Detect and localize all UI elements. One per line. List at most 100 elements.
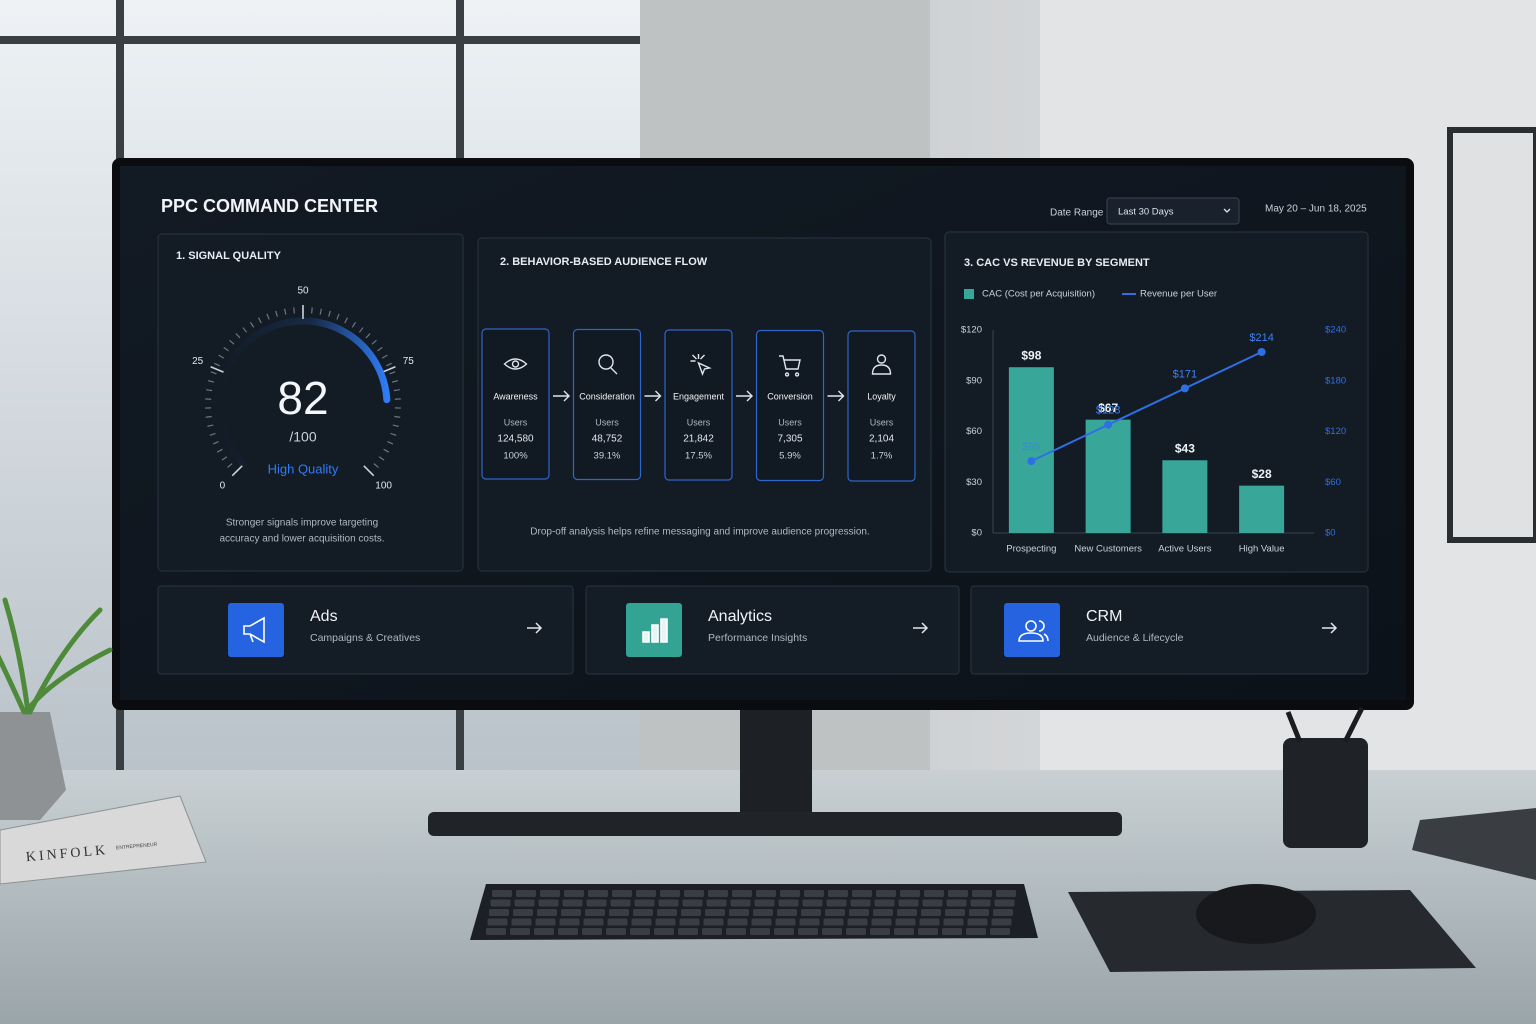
key — [874, 899, 895, 907]
bar — [1008, 367, 1054, 533]
date-range-value[interactable]: Last 30 Days — [1118, 207, 1174, 218]
key — [558, 928, 578, 935]
key — [802, 899, 823, 907]
gauge-minor-tick — [378, 456, 385, 461]
key — [729, 909, 749, 916]
panel-title: 3. CAC VS REVENUE BY SEGMENT — [964, 257, 1150, 269]
key — [943, 918, 964, 926]
key — [871, 918, 892, 926]
nav-subtitle: Performance Insights — [708, 632, 807, 644]
stage-label: Users — [595, 417, 619, 427]
gauge-minor-tick — [387, 440, 394, 445]
mouse — [1196, 884, 1316, 944]
gauge-minor-tick — [275, 310, 278, 317]
gauge-minor-tick — [390, 432, 397, 436]
gauge-minor-tick — [311, 307, 313, 314]
bar-value-label: $67 — [1098, 401, 1118, 415]
key — [966, 928, 986, 935]
gauge-tick-label: 100 — [375, 480, 392, 491]
key — [607, 918, 628, 926]
flow-icon — [598, 354, 618, 375]
stage-share: 17.5% — [685, 451, 712, 462]
monitor-base — [428, 812, 1122, 836]
nav-arrow — [913, 622, 929, 634]
key — [774, 928, 794, 935]
date-range-dates: May 20 – Jun 18, 2025 — [1265, 204, 1367, 215]
key — [564, 890, 584, 897]
gauge-minor-tick — [207, 380, 215, 383]
panel-title: 1. SIGNAL QUALITY — [176, 250, 282, 262]
keyboard-keys — [486, 890, 1016, 935]
key — [921, 909, 941, 916]
flow-stage — [572, 328, 642, 481]
key — [898, 899, 919, 907]
key — [684, 890, 704, 897]
signal-note: accuracy and lower acquisition costs. — [219, 534, 384, 545]
key — [706, 899, 727, 907]
key — [823, 918, 844, 926]
stage-users: 2,104 — [869, 434, 894, 445]
stage-name: Awareness — [493, 391, 538, 401]
key — [753, 909, 773, 916]
monitor-neck — [740, 700, 812, 812]
key — [730, 899, 751, 907]
key — [630, 928, 650, 935]
flow-stage — [755, 329, 825, 482]
signal-note: Stronger signals improve targeting — [226, 518, 378, 529]
gauge-minor-tick — [381, 354, 388, 359]
nav-card[interactable] — [157, 585, 574, 675]
gauge-minor-tick — [205, 415, 212, 418]
gauge-minor-tick — [206, 389, 213, 392]
key — [849, 909, 869, 916]
gauge-minor-tick — [257, 317, 262, 324]
stage-name: Loyalty — [867, 391, 896, 401]
x-tick-label: Active Users — [1158, 544, 1212, 555]
y-tick-label: $60 — [966, 426, 982, 437]
key — [850, 899, 871, 907]
key — [513, 909, 533, 916]
gauge-minor-tick — [336, 313, 340, 320]
flow-icon — [779, 355, 801, 377]
flow-arrow — [827, 390, 845, 402]
book-title: KINFOLK — [25, 843, 108, 865]
key — [799, 918, 820, 926]
key — [924, 890, 944, 897]
stage-share: 39.1% — [594, 451, 621, 462]
gauge-tick — [231, 465, 243, 477]
bar — [1085, 419, 1131, 533]
stage-share: 100% — [503, 451, 528, 462]
bar — [1239, 485, 1285, 533]
key — [919, 918, 940, 926]
key — [606, 928, 626, 935]
key — [726, 928, 746, 935]
key — [990, 928, 1010, 935]
nav-card[interactable] — [970, 585, 1369, 675]
stage-users: 48,752 — [592, 434, 623, 445]
key — [540, 890, 560, 897]
gauge-minor-tick — [365, 333, 371, 339]
key — [585, 909, 605, 916]
gauge-minor-tick — [344, 317, 349, 324]
panel-signal — [157, 233, 464, 572]
key — [945, 909, 965, 916]
key — [562, 899, 583, 907]
key — [847, 918, 868, 926]
date-range-dropdown[interactable] — [1106, 197, 1240, 225]
line-point — [1180, 384, 1189, 393]
key — [970, 899, 991, 907]
gauge-minor-tick — [218, 354, 225, 359]
key — [777, 909, 797, 916]
stage-share: 5.9% — [779, 451, 801, 462]
gauge-minor-tick — [212, 440, 219, 445]
y2-tick-label: $240 — [1325, 325, 1346, 336]
key — [678, 928, 698, 935]
gauge-arc — [215, 317, 391, 468]
key — [750, 928, 770, 935]
key — [492, 890, 512, 897]
key — [486, 928, 506, 935]
flow-arrow — [736, 390, 753, 402]
gauge-tick-label: 75 — [403, 356, 415, 367]
nav-title: CRM — [1086, 608, 1122, 625]
stage-share: 1.7% — [871, 451, 893, 462]
plant — [0, 597, 113, 715]
